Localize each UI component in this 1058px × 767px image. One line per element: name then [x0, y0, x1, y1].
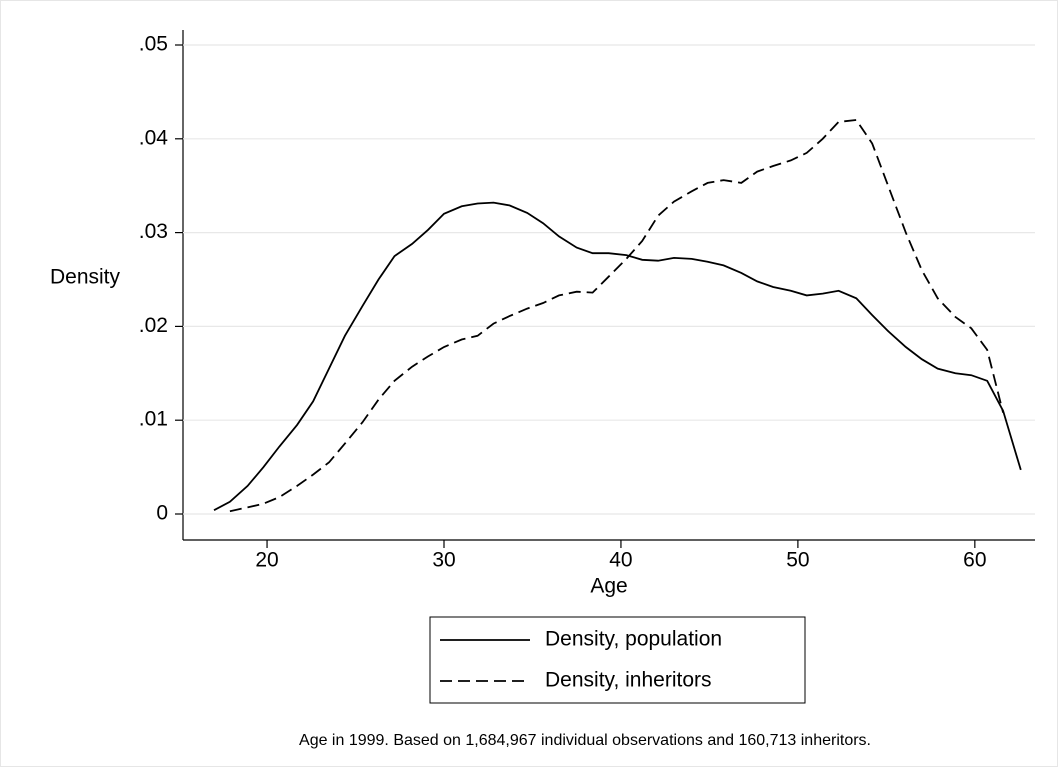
- y-axis-label: Density: [50, 266, 121, 289]
- x-tick-label: 30: [432, 549, 455, 572]
- footnote: Age in 1999. Based on 1,684,967 individu…: [299, 732, 871, 749]
- legend: [429, 616, 806, 704]
- y-tick-label: .03: [139, 220, 168, 243]
- y-tick-label: .05: [139, 33, 168, 56]
- y-tick-label: .01: [139, 408, 168, 431]
- x-tick-label: 60: [963, 549, 986, 572]
- legend-label: Density, inheritors: [545, 669, 712, 692]
- y-tick-label: .02: [139, 314, 168, 337]
- y-tick-label: .04: [139, 126, 169, 149]
- legend-label: Density, population: [545, 628, 722, 651]
- x-tick-label: 40: [609, 549, 632, 572]
- line-series: [213, 201, 1022, 511]
- x-tick-label: 50: [786, 549, 809, 572]
- line-series: [229, 119, 1004, 513]
- x-tick-label: 20: [255, 549, 278, 572]
- x-axis-label: Age: [590, 575, 627, 598]
- y-tick-label: 0: [156, 502, 168, 525]
